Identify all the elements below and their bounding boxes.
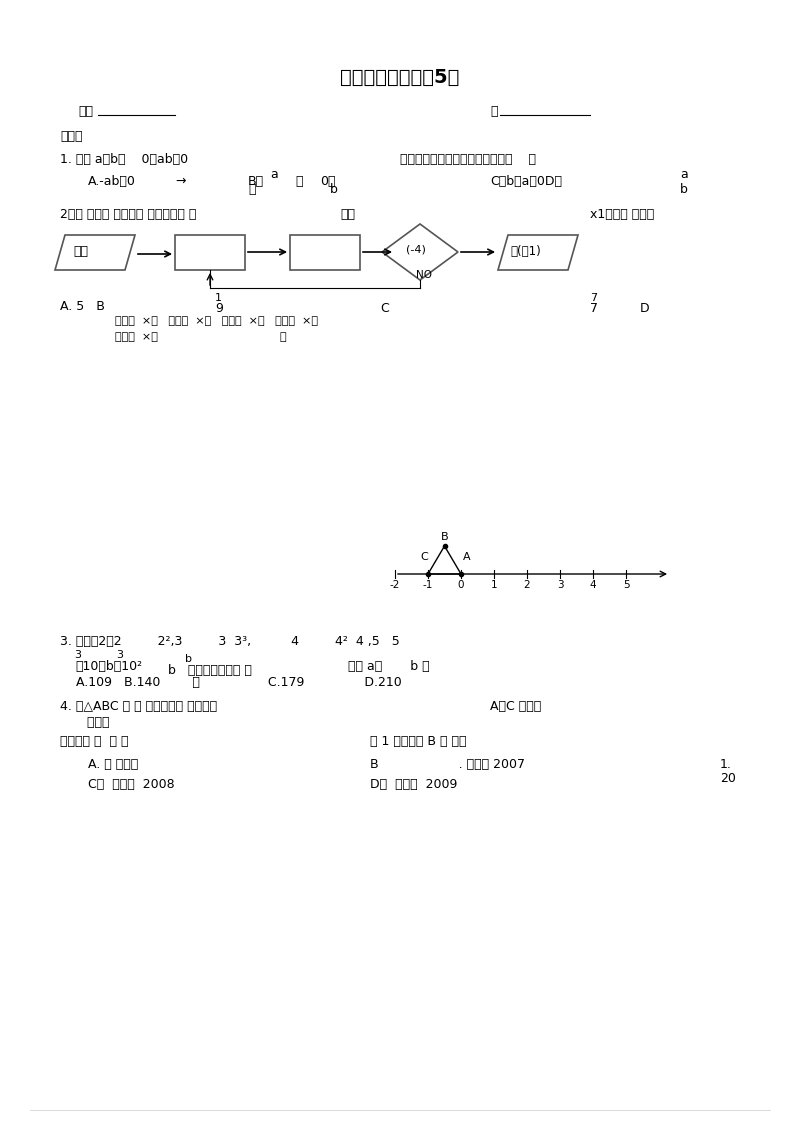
- Text: 一、：: 一、：: [60, 130, 82, 143]
- Text: C: C: [380, 303, 389, 315]
- Text: NO: NO: [416, 270, 432, 280]
- Text: b   符合前面式子的 律: b 符合前面式子的 律: [168, 664, 252, 678]
- Text: 1: 1: [490, 580, 498, 590]
- Text: A.109   B.140        ＿                 C.179               D.210: A.109 B.140 ＿ C.179 D.210: [60, 676, 402, 689]
- Text: 3          3: 3 3: [75, 650, 124, 661]
- Text: 七年级数学辅导（5）: 七年级数学辅导（5）: [340, 68, 460, 87]
- FancyBboxPatch shape: [175, 235, 245, 270]
- Text: 7: 7: [590, 293, 597, 303]
- Text: 9: 9: [215, 303, 223, 315]
- Text: 1.: 1.: [720, 758, 732, 770]
- Text: 姓名: 姓名: [78, 105, 93, 118]
- Text: 若10＜b＜10²: 若10＜b＜10²: [75, 661, 142, 673]
- Text: 7: 7: [590, 303, 598, 315]
- Text: ，则 a＿       b 的: ，则 a＿ b 的: [348, 661, 430, 673]
- Text: C: C: [420, 552, 428, 562]
- Text: b: b: [185, 654, 192, 664]
- Text: 0＜: 0＜: [320, 174, 335, 188]
- Text: 0: 0: [458, 580, 464, 590]
- Text: 方向在数 上  翻 ，: 方向在数 上 翻 ，: [60, 735, 129, 748]
- Text: ＿: ＿: [248, 184, 255, 196]
- Text: 5: 5: [622, 580, 630, 590]
- Text: ＝－: ＝－: [340, 208, 355, 221]
- Text: D: D: [640, 303, 650, 315]
- Text: b: b: [680, 184, 688, 196]
- Text: -2: -2: [390, 580, 400, 590]
- Text: 价: 价: [490, 105, 498, 118]
- Text: x1，最后 出的是: x1，最后 出的是: [590, 208, 654, 221]
- Text: 20: 20: [720, 772, 736, 785]
- Text: B                    . 的数是 2007: B . 的数是 2007: [370, 758, 525, 770]
- Text: a: a: [270, 168, 278, 181]
- Text: ＞: ＞: [295, 174, 302, 188]
- Text: A: A: [463, 552, 470, 562]
- Text: a: a: [680, 168, 688, 181]
- Text: ＋: ＋: [280, 332, 286, 342]
- Text: －(－1): －(－1): [510, 245, 541, 258]
- Text: A. 5   B: A. 5 B: [60, 300, 105, 313]
- Text: →: →: [175, 174, 186, 188]
- Text: －＋＝: －＋＝: [75, 716, 110, 729]
- Text: 4: 4: [590, 580, 596, 590]
- Text: C．  的数是  2008: C． 的数是 2008: [88, 778, 174, 791]
- Text: -1: -1: [423, 580, 433, 590]
- Text: 1: 1: [215, 293, 222, 303]
- Text: (-4): (-4): [406, 245, 426, 255]
- Text: ＋－＝  ×－: ＋－＝ ×－: [115, 332, 158, 342]
- Text: A.-ab＞0: A.-ab＞0: [88, 174, 136, 188]
- Text: 1. 如果 a＋b＞    0，ab＜0: 1. 如果 a＋b＞ 0，ab＜0: [60, 153, 188, 167]
- Text: 输入: 输入: [73, 245, 88, 258]
- Text: B．: B．: [248, 174, 264, 188]
- Text: 3: 3: [557, 580, 563, 590]
- Text: 3. 已知：2＋2         2²,3         3  3³,          4         4²  4 ,5   5: 3. 已知：2＋2 2²,3 3 3³, 4 4² 4 ,5 5: [60, 634, 400, 648]
- Text: A. 不 任何数: A. 不 任何数: [88, 758, 138, 770]
- Text: ＋－＝  ×－   ＋－＝  ×－   ＋－＝  ×－   ＋－＝  ×－: ＋－＝ ×－ ＋－＝ ×－ ＋－＝ ×－ ＋－＝ ×－: [115, 316, 318, 326]
- Text: C．b＜a＜0D．: C．b＜a＜0D．: [490, 174, 562, 188]
- Text: ，那么下列各式中一定正确的是（    ）: ，那么下列各式中一定正确的是（ ）: [400, 153, 536, 167]
- Text: D．  的数是  2009: D． 的数是 2009: [370, 778, 458, 791]
- Text: 4. 等△ABC 在 数 上的位置如 所示，点: 4. 等△ABC 在 数 上的位置如 所示，点: [60, 700, 217, 713]
- Text: b: b: [330, 184, 338, 196]
- Text: A、C 的数分: A、C 的数分: [490, 700, 542, 713]
- Text: 2: 2: [524, 580, 530, 590]
- Text: 2、如 所示是 算机程序 算，若开始 入: 2、如 所示是 算机程序 算，若开始 入: [60, 208, 196, 221]
- Text: B: B: [441, 533, 448, 542]
- FancyBboxPatch shape: [290, 235, 360, 270]
- Text: 翻 1 次后，点 B 所 的数: 翻 1 次后，点 B 所 的数: [370, 735, 466, 748]
